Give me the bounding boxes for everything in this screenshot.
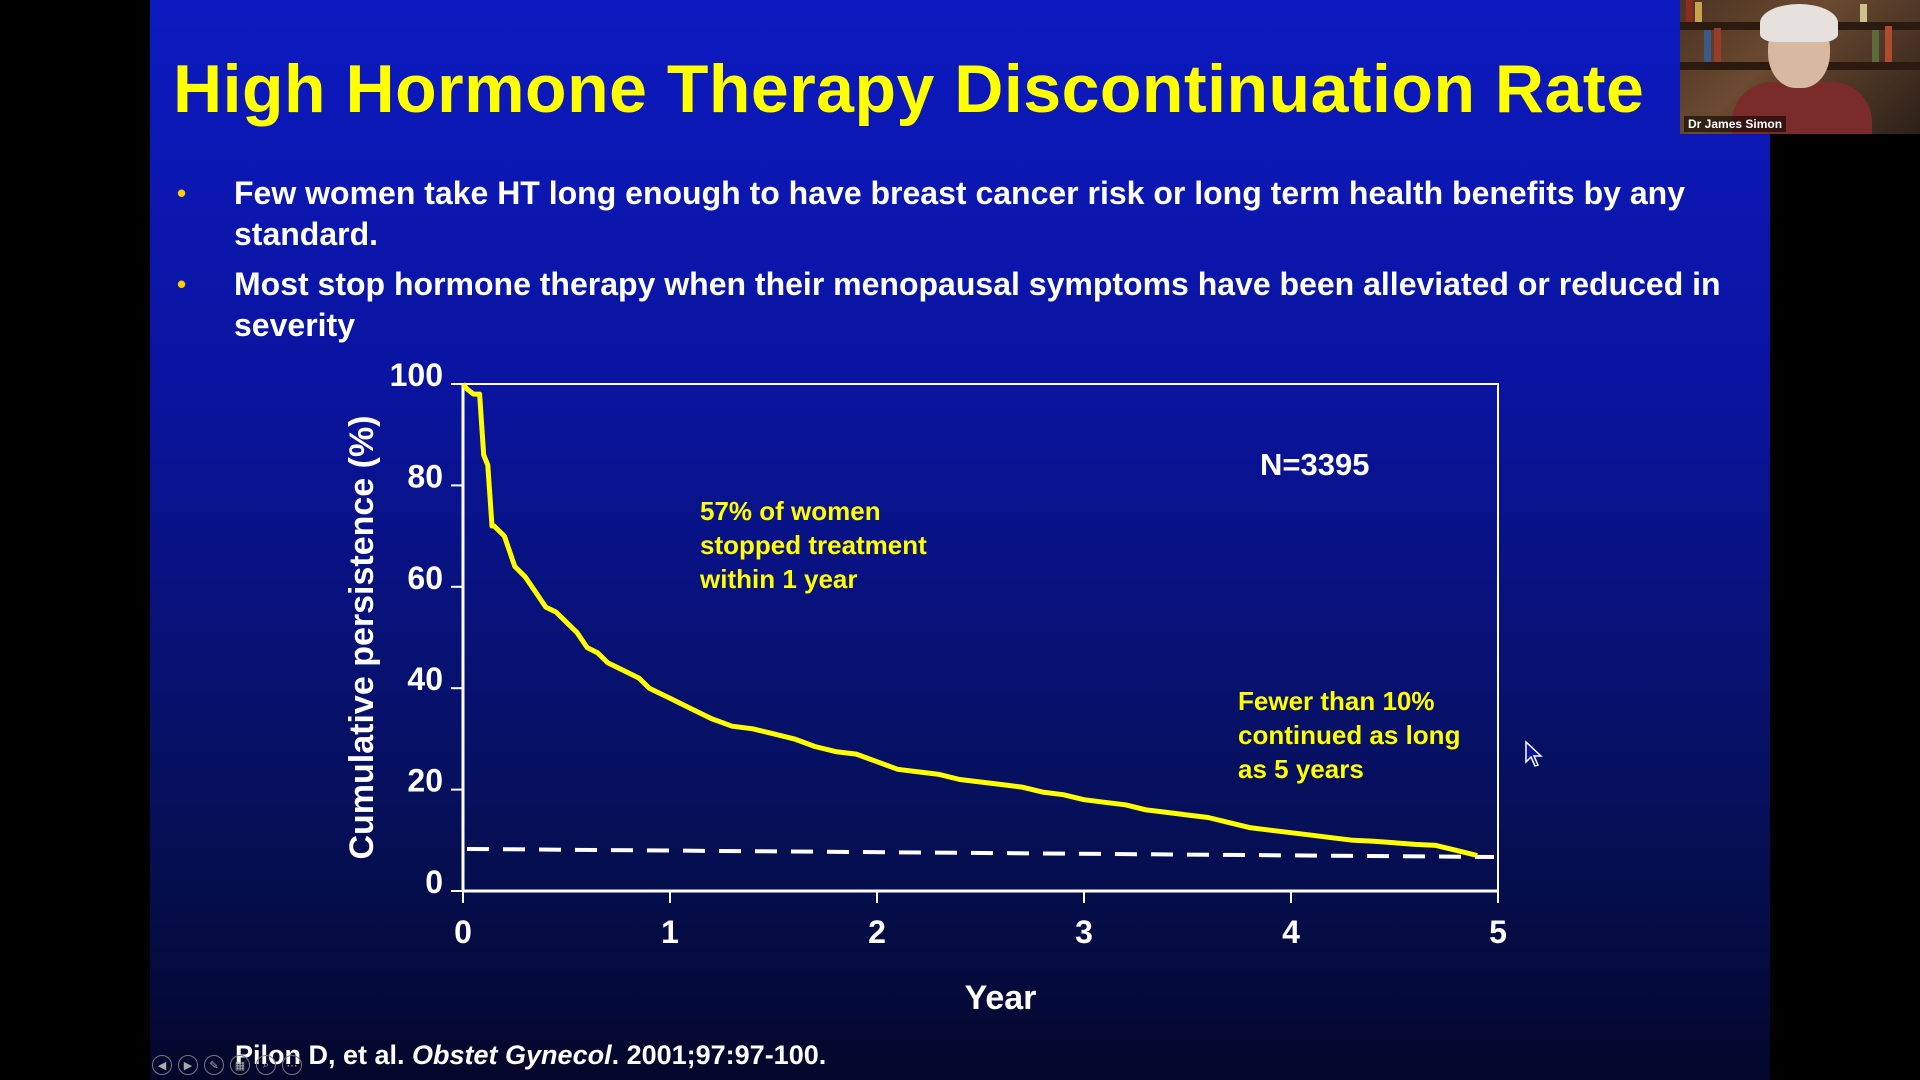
citation-details: . 2001;97:97-100. bbox=[611, 1040, 827, 1070]
book bbox=[1695, 2, 1702, 22]
y-tick-label: 80 bbox=[407, 458, 443, 494]
zoom-button[interactable]: ⌕ bbox=[256, 1055, 276, 1075]
book bbox=[1885, 26, 1892, 62]
y-tick-label: 60 bbox=[407, 560, 443, 596]
x-tick-label: 1 bbox=[661, 914, 679, 950]
slide-title: High Hormone Therapy Discontinuation Rat… bbox=[173, 51, 1645, 127]
speaker-name-label: Dr James Simon bbox=[1684, 116, 1787, 132]
more-options-button[interactable]: ⋯ bbox=[282, 1055, 302, 1075]
x-tick-label: 5 bbox=[1489, 914, 1507, 950]
bullet-item: • Few women take HT long enough to have … bbox=[175, 173, 1755, 255]
y-tick-label: 100 bbox=[390, 357, 443, 393]
slide-background bbox=[150, 0, 1770, 1080]
y-tick-label: 0 bbox=[425, 864, 443, 900]
book bbox=[1714, 28, 1721, 62]
five-year-annotation: Fewer than 10% bbox=[1238, 686, 1435, 716]
y-tick-label: 40 bbox=[407, 661, 443, 697]
sample-size-label: N=3395 bbox=[1260, 447, 1369, 482]
slide-controls: ◀ ▶ ✎ ▦ ⌕ ⋯ bbox=[152, 1055, 302, 1075]
speaker-video-thumbnail[interactable]: Dr James Simon bbox=[1680, 0, 1920, 134]
citation: Pilon D, et al. Obstet Gynecol. 2001;97:… bbox=[235, 1040, 826, 1071]
y-axis-title: Cumulative persistence (%) bbox=[343, 415, 381, 859]
x-tick-label: 0 bbox=[454, 914, 472, 950]
one-year-annotation: stopped treatment bbox=[700, 530, 927, 560]
five-year-annotation: as 5 years bbox=[1238, 754, 1364, 784]
speaker-hair bbox=[1760, 4, 1838, 42]
bullet-marker: • bbox=[177, 178, 187, 208]
one-year-annotation: within 1 year bbox=[699, 564, 858, 594]
mouse-pointer-icon bbox=[1525, 740, 1543, 767]
five-year-annotation: continued as long bbox=[1238, 720, 1460, 750]
previous-slide-button[interactable]: ◀ bbox=[152, 1055, 172, 1075]
persistence-curve bbox=[461, 382, 1478, 858]
book bbox=[1686, 0, 1693, 22]
bullet-item: • Most stop hormone therapy when their m… bbox=[175, 264, 1755, 346]
book bbox=[1872, 30, 1879, 62]
book bbox=[1704, 30, 1711, 62]
bullet-marker: • bbox=[177, 269, 187, 299]
bullet-list: • Few women take HT long enough to have … bbox=[175, 173, 1755, 355]
next-slide-button[interactable]: ▶ bbox=[178, 1055, 198, 1075]
book bbox=[1860, 4, 1867, 22]
citation-journal: Obstet Gynecol bbox=[412, 1040, 612, 1070]
x-tick-label: 3 bbox=[1075, 914, 1093, 950]
slides-view-button[interactable]: ▦ bbox=[230, 1055, 250, 1075]
x-tick-label: 4 bbox=[1282, 914, 1300, 950]
bullet-text: Most stop hormone therapy when their men… bbox=[234, 266, 1721, 343]
pen-tool-button[interactable]: ✎ bbox=[204, 1055, 224, 1075]
x-tick-label: 2 bbox=[868, 914, 886, 950]
y-tick-label: 20 bbox=[407, 763, 443, 799]
x-axis-title: Year bbox=[965, 979, 1037, 1017]
bullet-text: Few women take HT long enough to have br… bbox=[234, 175, 1685, 252]
ten-percent-reference-line bbox=[466, 846, 1495, 859]
one-year-annotation: 57% of women bbox=[700, 496, 881, 526]
